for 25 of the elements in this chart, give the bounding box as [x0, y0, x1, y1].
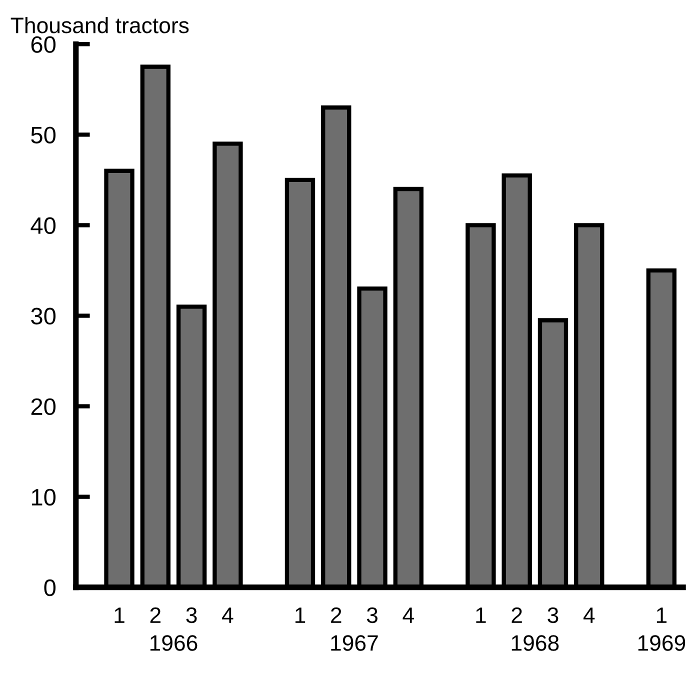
x-tick-label: 1 — [656, 608, 667, 623]
x-tick-label: 2 — [150, 607, 160, 623]
x-tick-label: 4 — [583, 608, 595, 623]
text: 1966 — [150, 635, 198, 651]
y-tick-label: 60 — [31, 36, 56, 53]
y-tick-label: 50 — [31, 126, 56, 144]
y-axis-title: Thousand tractors — [10, 16, 189, 34]
y-tick-label: 40 — [30, 217, 56, 234]
x-tick-label: 1 — [296, 608, 306, 623]
x-tick-label: 1 — [476, 608, 486, 623]
x-tick-label: 4 — [402, 608, 414, 623]
y-tick-label: 20 — [31, 398, 56, 416]
text: 1968 — [512, 635, 559, 651]
x-tick-label: 3 — [548, 607, 558, 624]
y-tick-label: 0 — [44, 579, 56, 596]
x-tick-label: 2 — [512, 607, 522, 623]
x-tick-label: 3 — [366, 607, 378, 624]
y-tick-label: 30 — [31, 308, 56, 325]
text: 1967 — [331, 635, 378, 651]
y-tick-label: 10 — [32, 488, 56, 506]
x-tick-label: 1 — [114, 608, 124, 623]
x-tick-label: 4 — [222, 608, 234, 623]
x-tick-label: 2 — [331, 607, 342, 623]
text: 1969 — [638, 635, 686, 651]
x-tick-label: 3 — [186, 607, 197, 624]
